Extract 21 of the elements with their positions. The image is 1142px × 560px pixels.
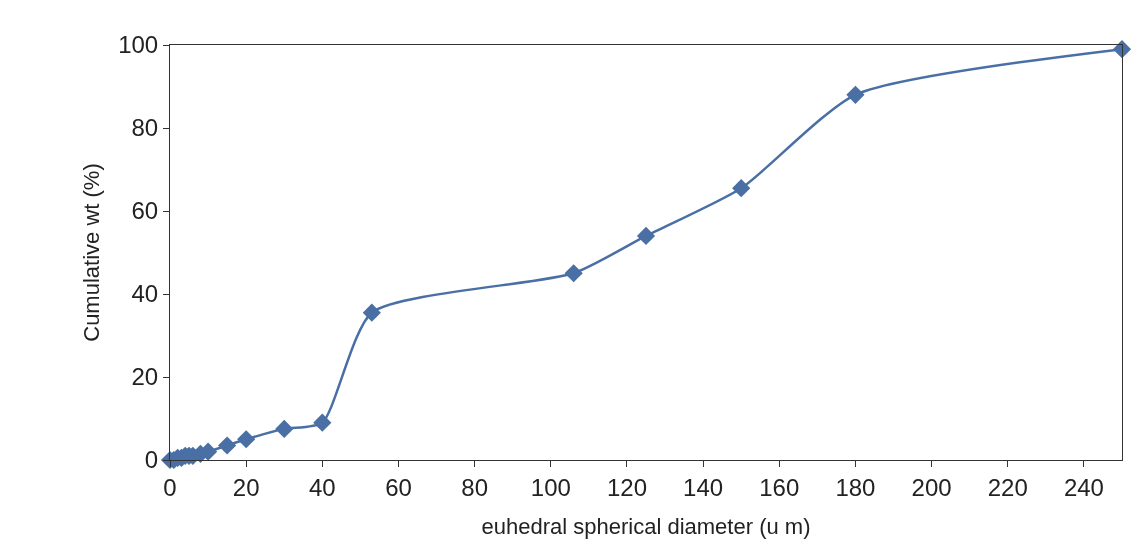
x-axis-title: euhedral spherical diameter (u m) — [481, 513, 811, 539]
y-tick-label: 60 — [131, 197, 159, 225]
y-axis-title: Cumulative wt (%) — [78, 163, 104, 342]
x-tick-label: 200 — [911, 473, 952, 501]
x-tick-label: 40 — [308, 473, 336, 501]
y-tick-label: 100 — [118, 31, 159, 59]
x-tick-label: 160 — [759, 473, 800, 501]
y-tick-label: 20 — [131, 363, 159, 391]
x-tick-label: 100 — [530, 473, 571, 501]
x-tick-label: 80 — [461, 473, 488, 501]
x-tick-label: 0 — [163, 473, 177, 501]
x-tick-label: 180 — [835, 473, 876, 501]
x-tick-label: 240 — [1063, 473, 1104, 501]
y-tick-label: 0 — [144, 446, 159, 474]
x-tick-label: 220 — [987, 473, 1028, 501]
x-tick-label: 120 — [606, 473, 647, 501]
x-tick-label: 140 — [683, 473, 724, 501]
y-tick-label: 80 — [131, 114, 159, 142]
x-tick-label: 20 — [232, 473, 260, 501]
y-tick-label: 40 — [131, 280, 159, 308]
x-tick-label: 60 — [385, 473, 412, 501]
